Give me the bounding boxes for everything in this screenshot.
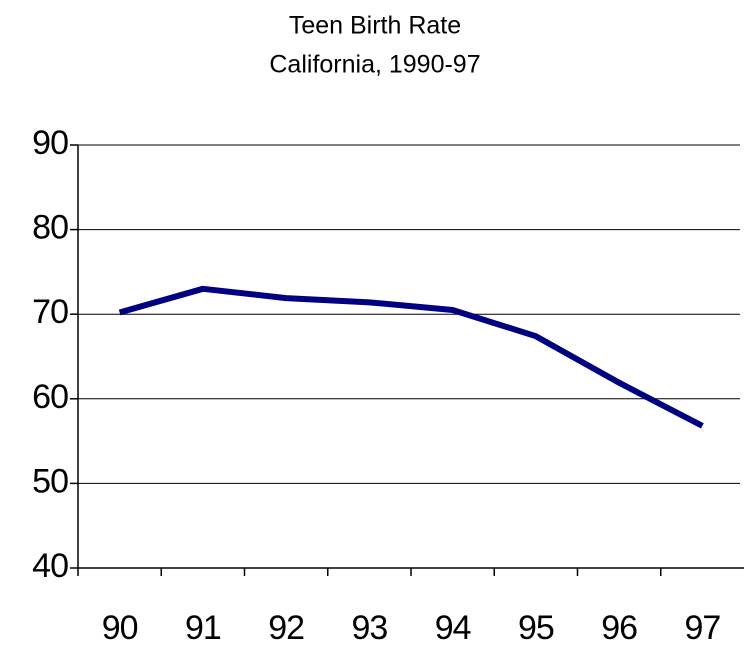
- chart-title: Teen Birth Rate: [289, 12, 461, 40]
- y-tick-label: 70: [32, 293, 68, 331]
- y-tick-label: 80: [32, 209, 68, 247]
- y-tick-label: 50: [32, 462, 68, 500]
- x-tick-label: 97: [684, 609, 720, 645]
- x-tick-label: 92: [268, 609, 304, 645]
- x-tick-label: 91: [185, 609, 221, 645]
- x-tick-label: 94: [435, 609, 471, 645]
- x-tick-label: 95: [518, 609, 554, 645]
- y-tick-label: 60: [32, 378, 68, 416]
- x-tick-label: 96: [601, 609, 637, 645]
- y-tick-label: 40: [32, 547, 68, 585]
- y-tick-label: 90: [32, 124, 68, 162]
- chart-subtitle: California, 1990-97: [269, 51, 480, 79]
- data-line: [118, 285, 704, 429]
- x-tick-label: 90: [102, 609, 138, 645]
- x-tick-label: 93: [351, 609, 387, 645]
